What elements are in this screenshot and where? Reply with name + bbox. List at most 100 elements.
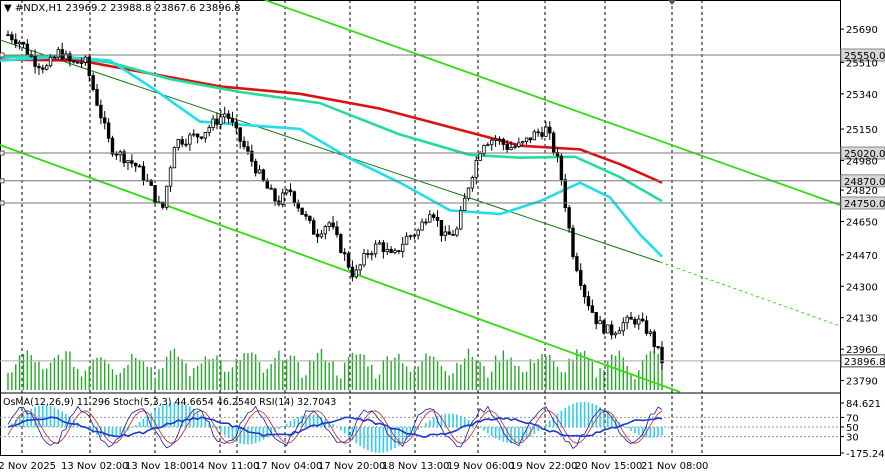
candle-body xyxy=(261,169,266,181)
candle-body xyxy=(366,253,370,255)
candle-body xyxy=(335,226,339,236)
candle-body xyxy=(582,285,587,298)
price-tick-label: 24980 xyxy=(846,156,878,167)
candle-body xyxy=(412,234,417,237)
candle-body xyxy=(613,332,618,336)
candle-body xyxy=(273,188,277,202)
price-tick-label: 25340 xyxy=(846,90,878,101)
price-tick-label: 23790 xyxy=(846,377,878,388)
candle-body xyxy=(203,131,208,139)
candle-body xyxy=(532,131,536,141)
scroll-marker-icon xyxy=(668,0,676,5)
indicator-tick-label: 70 xyxy=(846,413,859,424)
candle-body xyxy=(377,242,382,245)
candle-body xyxy=(323,226,328,235)
candle-body xyxy=(509,147,513,150)
price-tick-label: 24470 xyxy=(846,251,878,262)
candle-body xyxy=(223,113,227,118)
candle-body xyxy=(644,320,649,334)
indicator-tick-label: 50 xyxy=(846,423,859,434)
candle-body xyxy=(455,228,459,236)
candle-body xyxy=(48,56,53,67)
candle-body xyxy=(606,324,610,334)
channel-upper-line xyxy=(264,0,841,206)
candle-body xyxy=(621,322,626,332)
candle-body xyxy=(459,209,463,230)
candle-body xyxy=(540,132,544,137)
candle-body xyxy=(211,118,215,128)
candle-body xyxy=(41,67,45,70)
candle-body xyxy=(466,187,471,199)
price-tick-label: 24650 xyxy=(846,218,878,229)
candle-body xyxy=(373,243,378,255)
time-label: 17 Nov 04:00 xyxy=(255,461,322,472)
candle-body xyxy=(126,160,130,164)
price-tick-label: 23960 xyxy=(846,345,878,356)
candle-body xyxy=(134,162,138,167)
candle-body xyxy=(370,253,374,256)
candle-body xyxy=(141,166,146,181)
candle-body xyxy=(312,220,316,235)
price-tick-label: 25510 xyxy=(846,58,878,69)
candle-body xyxy=(6,34,10,37)
time-label: 20 Nov 15:00 xyxy=(575,461,642,472)
candle-body xyxy=(493,138,498,141)
candle-body xyxy=(75,61,80,64)
moving-averages xyxy=(0,54,663,258)
candle-body xyxy=(358,264,362,271)
candle-body xyxy=(79,62,84,64)
candle-body xyxy=(362,253,366,266)
price-tick-label: 25150 xyxy=(846,125,878,136)
candle-body xyxy=(99,104,103,119)
candle-body xyxy=(629,316,633,320)
level-badge xyxy=(840,174,885,188)
candle-body xyxy=(486,144,490,147)
trend-channel[interactable] xyxy=(0,0,841,393)
horizontal-levels[interactable]: 25550.0 25020.0 24870.0 24750.0 23896.8 xyxy=(0,48,885,368)
candle-body xyxy=(617,330,622,334)
candle-body xyxy=(586,296,591,307)
candle-body xyxy=(339,234,343,253)
candle-body xyxy=(408,235,413,238)
candle-body xyxy=(594,312,598,325)
candle-body xyxy=(505,144,509,150)
candle-body xyxy=(331,222,335,228)
ma-cyan-line xyxy=(0,55,663,258)
candle-body xyxy=(517,142,521,147)
candle-body xyxy=(435,217,440,221)
candle-body xyxy=(91,75,95,90)
candle-body xyxy=(563,179,567,208)
candle-body xyxy=(482,145,486,155)
candle-body xyxy=(153,185,157,203)
candle-body xyxy=(95,89,99,106)
indicator-tick-label: 84.621 xyxy=(846,399,881,410)
time-label: 17 Nov 20:00 xyxy=(318,461,385,472)
candle-body xyxy=(401,243,405,252)
candle-body xyxy=(172,147,177,169)
candle-body xyxy=(257,169,262,174)
candle-body xyxy=(25,43,30,55)
price-tick-label: 24820 xyxy=(846,186,878,197)
candle-body xyxy=(17,41,22,45)
price-tick-label: 24300 xyxy=(846,282,878,293)
candle-body xyxy=(478,153,482,161)
current-price-label: 23896.8 xyxy=(844,357,885,368)
candle-body xyxy=(72,60,76,63)
candle-body xyxy=(633,318,637,325)
candle-body xyxy=(439,220,444,236)
time-label: 18 Nov 13:00 xyxy=(382,461,449,472)
candle-body xyxy=(575,256,579,271)
indicator-panel[interactable] xyxy=(0,401,840,453)
level-badge xyxy=(840,48,885,62)
candles xyxy=(6,30,664,371)
candle-body xyxy=(548,126,552,134)
candle-body xyxy=(660,346,664,364)
candle-body xyxy=(161,201,165,208)
candle-body xyxy=(327,222,331,227)
candle-body xyxy=(188,134,192,145)
candle-body xyxy=(428,214,432,223)
ohlc-values: 23969.2 23988.8 23867.6 23896.8 xyxy=(66,3,241,14)
candle-body xyxy=(87,56,91,76)
